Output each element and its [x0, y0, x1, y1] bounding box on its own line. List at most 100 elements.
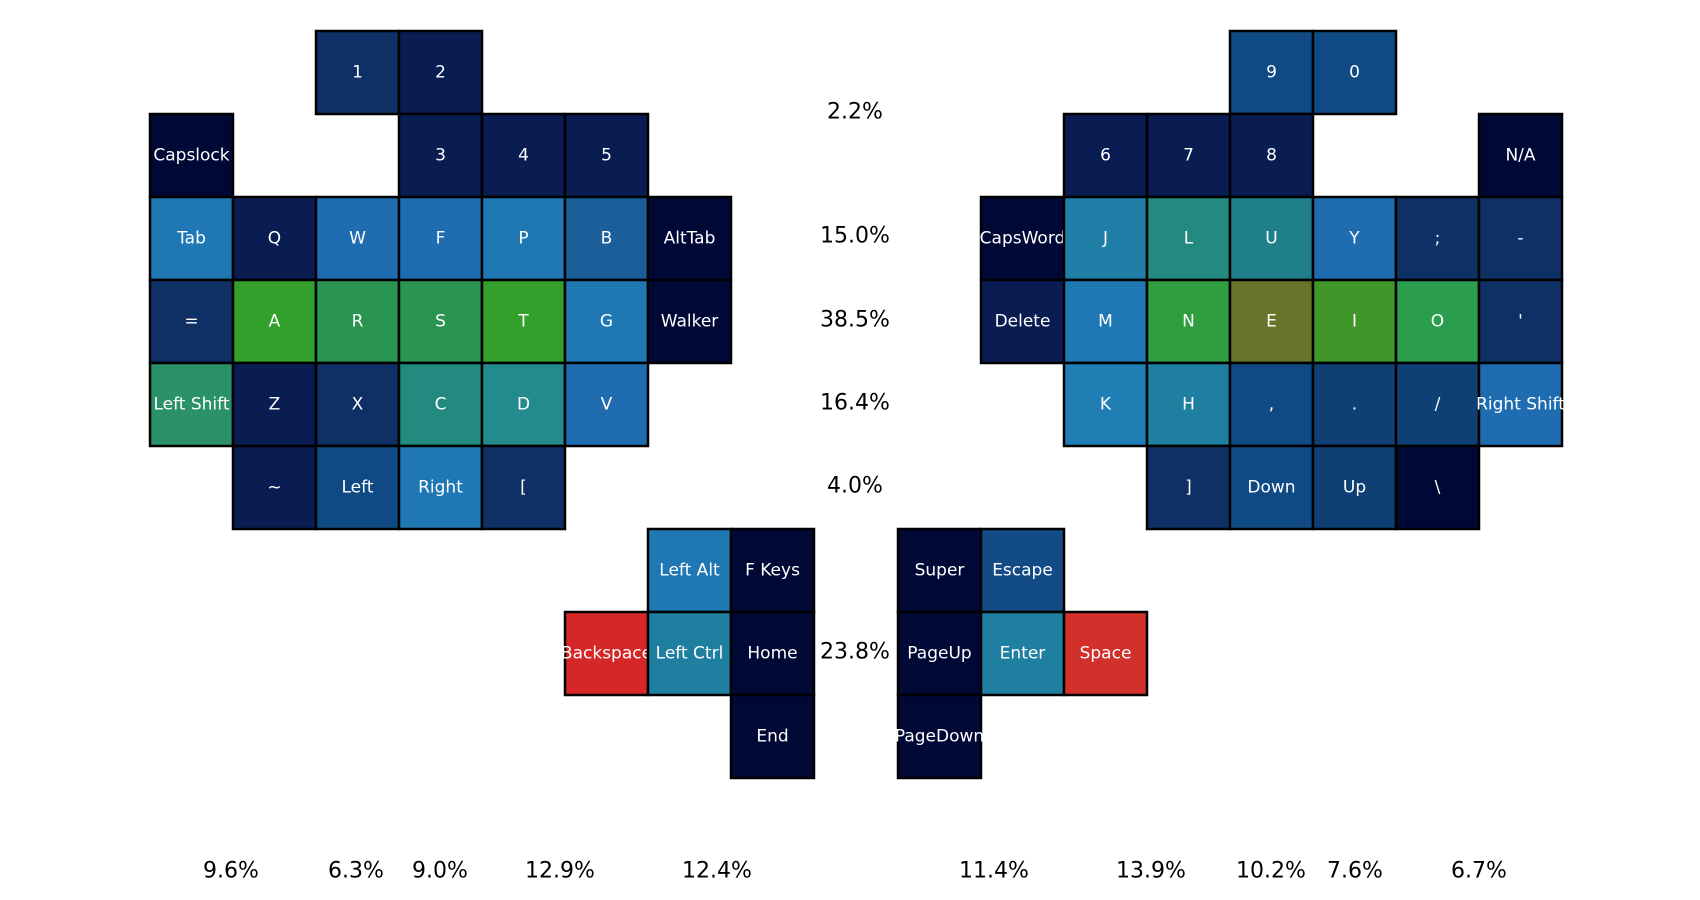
- key-cell: [314, 444, 401, 531]
- key-cell: [1228, 195, 1315, 282]
- key-label: 3: [435, 146, 446, 166]
- key-f-keys: F Keys: [729, 527, 816, 614]
- key-cell: [148, 278, 235, 365]
- key-right-shift: Right Shift: [1476, 361, 1565, 448]
- key-v: V: [563, 361, 650, 448]
- key-label: Tab: [176, 229, 206, 249]
- key-cell: [563, 278, 650, 365]
- key-label: 8: [1266, 146, 1277, 166]
- key-cell: [1228, 361, 1315, 448]
- key-pagedown: PageDown: [895, 693, 984, 780]
- key-cell: [314, 29, 401, 116]
- key-cell: [397, 195, 484, 282]
- column-percentage: 7.6%: [1327, 859, 1383, 884]
- key-left: Left: [314, 444, 401, 531]
- key-label: N: [1182, 312, 1195, 332]
- key-label: N/A: [1505, 146, 1535, 166]
- key-walker: Walker: [646, 278, 733, 365]
- key-1: 1: [314, 29, 401, 116]
- key-a: A: [231, 278, 318, 365]
- key-0: 0: [1311, 29, 1398, 116]
- key-label: Escape: [992, 561, 1053, 581]
- key-label: Z: [269, 395, 281, 415]
- key-right: Right: [397, 444, 484, 531]
- row-percentage: 4.0%: [827, 474, 883, 499]
- key-label: Q: [268, 229, 281, 249]
- key-enter: Enter: [979, 610, 1066, 697]
- key-t: T: [480, 278, 567, 365]
- key-label: ]: [1185, 478, 1192, 498]
- key-cell: [979, 527, 1066, 614]
- key-q: Q: [231, 195, 318, 282]
- key-6: 6: [1062, 112, 1149, 199]
- column-percentage: 13.9%: [1116, 859, 1186, 884]
- key-w: W: [314, 195, 401, 282]
- key-label: /: [1435, 395, 1441, 415]
- key-cell: [646, 610, 733, 697]
- key-label: Capslock: [153, 146, 229, 166]
- key-4: 4: [480, 112, 567, 199]
- key-label: K: [1100, 395, 1112, 415]
- key-left-bracket: [: [480, 444, 567, 531]
- row-percentage: 23.8%: [820, 640, 890, 665]
- key-j: J: [1062, 195, 1149, 282]
- key-label: .: [1352, 395, 1357, 415]
- key-label: F Keys: [745, 561, 800, 581]
- key-9: 9: [1228, 29, 1315, 116]
- key-cell: [314, 278, 401, 365]
- key-cell: [148, 361, 235, 448]
- key-cell: [314, 361, 401, 448]
- column-percentage: 9.0%: [412, 859, 468, 884]
- key-label: Down: [1247, 478, 1295, 498]
- key-equals: =: [148, 278, 235, 365]
- key-cell: [1477, 278, 1564, 365]
- key-quote: ': [1477, 278, 1564, 365]
- key-d: D: [480, 361, 567, 448]
- key-right-bracket: ]: [1145, 444, 1232, 531]
- key-cell: [646, 278, 733, 365]
- key-label: V: [601, 395, 613, 415]
- key-y: Y: [1311, 195, 1398, 282]
- key-label: PageUp: [907, 644, 971, 664]
- column-percentage: 11.4%: [959, 859, 1029, 884]
- key-cell: [397, 29, 484, 116]
- key-minus: -: [1477, 195, 1564, 282]
- key-cell: [480, 444, 567, 531]
- key-label: J: [1102, 229, 1108, 249]
- key-label: Left Shift: [153, 395, 229, 415]
- key-backspace: Backspace: [561, 610, 652, 697]
- key-cell: [1228, 444, 1315, 531]
- key-label: 6: [1100, 146, 1111, 166]
- key-label: T: [517, 312, 529, 332]
- key-label: End: [756, 727, 788, 747]
- key-cell: [896, 610, 983, 697]
- key-up: Up: [1311, 444, 1398, 531]
- key-label: Delete: [995, 312, 1051, 332]
- key-o: O: [1394, 278, 1481, 365]
- key-label: X: [352, 395, 364, 415]
- key-label: L: [1184, 229, 1194, 249]
- key-k: K: [1062, 361, 1149, 448]
- key-label: H: [1182, 395, 1195, 415]
- key-escape: Escape: [979, 527, 1066, 614]
- key-cell: [646, 527, 733, 614]
- key-cell: [979, 278, 1066, 365]
- key-cell: [1228, 29, 1315, 116]
- key-label: M: [1098, 312, 1113, 332]
- key-label: [: [520, 478, 527, 498]
- key-label: Left Alt: [659, 561, 720, 581]
- key-label: ~: [267, 478, 281, 498]
- key-cell: [1477, 112, 1564, 199]
- key-label: S: [435, 312, 446, 332]
- key-label: F: [436, 229, 446, 249]
- key-end: End: [729, 693, 816, 780]
- key-cell: [397, 278, 484, 365]
- key-label: ': [1518, 312, 1523, 332]
- key-home: Home: [729, 610, 816, 697]
- key-label: AltTab: [664, 229, 716, 249]
- key-left-shift: Left Shift: [148, 361, 235, 448]
- key-cell: [1311, 29, 1398, 116]
- key-cell: [1311, 195, 1398, 282]
- key-label: Right: [418, 478, 463, 498]
- column-percentage: 12.9%: [525, 859, 595, 884]
